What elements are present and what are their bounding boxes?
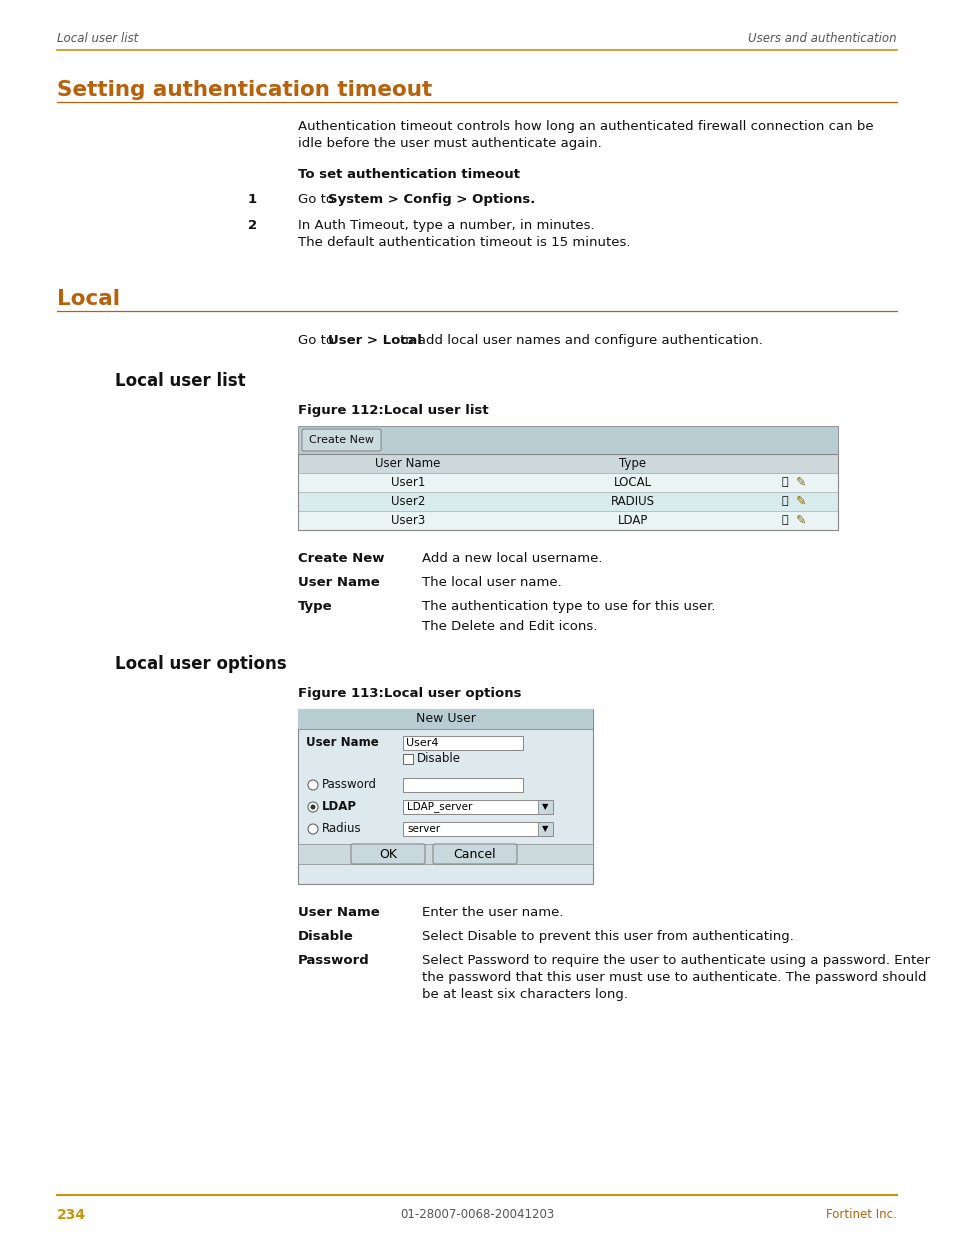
Bar [402, 823, 553, 836]
Text: 234: 234 [57, 1208, 86, 1221]
Text: LDAP_server: LDAP_server [407, 802, 472, 813]
Text: RADIUS: RADIUS [610, 495, 655, 508]
Text: ▼: ▼ [541, 825, 548, 834]
Text: Create New: Create New [297, 552, 384, 564]
Text: The default authentication timeout is 15 minutes.: The default authentication timeout is 15… [297, 236, 630, 249]
Text: User Name: User Name [297, 576, 379, 589]
Bar [297, 426, 837, 454]
Bar [537, 823, 553, 836]
Text: server: server [407, 824, 439, 834]
Bar [297, 454, 837, 473]
Text: Local: Local [57, 289, 120, 309]
Circle shape [308, 781, 317, 790]
Bar [402, 736, 522, 750]
Circle shape [308, 802, 317, 811]
Bar [297, 492, 837, 511]
Text: 🗑: 🗑 [781, 496, 787, 506]
Text: Setting authentication timeout: Setting authentication timeout [57, 80, 432, 100]
Text: User > Local: User > Local [328, 333, 421, 347]
Text: Local user list: Local user list [57, 32, 138, 44]
Text: Type: Type [297, 600, 333, 613]
Text: Select Disable to prevent this user from authenticating.: Select Disable to prevent this user from… [421, 930, 793, 944]
Bar [297, 454, 837, 530]
Text: ✎: ✎ [795, 495, 805, 508]
Text: User1: User1 [391, 475, 425, 489]
Text: idle before the user must authenticate again.: idle before the user must authenticate a… [297, 137, 601, 149]
Text: ▼: ▼ [541, 803, 548, 811]
Text: LOCAL: LOCAL [614, 475, 652, 489]
Bar [402, 755, 413, 764]
Text: Create New: Create New [309, 435, 374, 445]
Text: User Name: User Name [375, 457, 440, 471]
Bar [402, 800, 553, 814]
Text: Go to: Go to [297, 333, 338, 347]
Text: User4: User4 [406, 739, 438, 748]
Text: ✎: ✎ [795, 475, 805, 489]
Text: ✎: ✎ [795, 514, 805, 527]
Text: Select Password to require the user to authenticate using a password. Enter: Select Password to require the user to a… [421, 953, 929, 967]
Text: Go to: Go to [297, 193, 338, 206]
Text: User3: User3 [391, 514, 425, 527]
Text: 01-28007-0068-20041203: 01-28007-0068-20041203 [399, 1209, 554, 1221]
Text: 🗑: 🗑 [781, 515, 787, 526]
Text: 🗑: 🗑 [781, 478, 787, 488]
Text: Disable: Disable [416, 752, 460, 766]
Text: 1: 1 [248, 193, 257, 206]
Bar [297, 511, 837, 530]
Text: User Name: User Name [306, 736, 378, 748]
Circle shape [310, 804, 315, 809]
Text: Authentication timeout controls how long an authenticated firewall connection ca: Authentication timeout controls how long… [297, 120, 873, 133]
Bar [297, 709, 593, 884]
Text: Users and authentication: Users and authentication [747, 32, 896, 44]
Text: Local user list: Local user list [115, 372, 245, 390]
Text: to add local user names and configure authentication.: to add local user names and configure au… [395, 333, 762, 347]
Text: In Auth Timeout, type a number, in minutes.: In Auth Timeout, type a number, in minut… [297, 219, 594, 232]
Text: Password: Password [297, 953, 370, 967]
Text: the password that this user must use to authenticate. The password should: the password that this user must use to … [421, 971, 925, 984]
Text: To set authentication timeout: To set authentication timeout [297, 168, 519, 182]
Text: Add a new local username.: Add a new local username. [421, 552, 602, 564]
FancyBboxPatch shape [302, 429, 380, 451]
Bar [297, 844, 593, 864]
Text: Local user options: Local user options [115, 655, 286, 673]
Text: Type: Type [618, 457, 646, 471]
Bar [537, 800, 553, 814]
FancyBboxPatch shape [351, 844, 424, 864]
Text: OK: OK [378, 847, 396, 861]
Text: The authentication type to use for this user.: The authentication type to use for this … [421, 600, 715, 613]
Text: System > Config > Options.: System > Config > Options. [328, 193, 535, 206]
Text: The Delete and Edit icons.: The Delete and Edit icons. [421, 620, 597, 634]
Text: Figure 112:Local user list: Figure 112:Local user list [297, 404, 488, 417]
Text: Cancel: Cancel [454, 847, 496, 861]
Text: LDAP: LDAP [322, 800, 356, 814]
Text: be at least six characters long.: be at least six characters long. [421, 988, 627, 1002]
Text: Fortinet Inc.: Fortinet Inc. [825, 1209, 896, 1221]
Text: User2: User2 [391, 495, 425, 508]
Text: Disable: Disable [297, 930, 354, 944]
Text: LDAP: LDAP [618, 514, 647, 527]
Text: Enter the user name.: Enter the user name. [421, 906, 563, 919]
FancyBboxPatch shape [433, 844, 517, 864]
Bar [297, 709, 593, 729]
Text: Radius: Radius [322, 823, 361, 836]
Text: User Name: User Name [297, 906, 379, 919]
Circle shape [308, 824, 317, 834]
Bar [297, 473, 837, 492]
Text: New User: New User [416, 713, 475, 725]
Bar [402, 778, 522, 792]
Text: Figure 113:Local user options: Figure 113:Local user options [297, 687, 521, 700]
Text: Password: Password [322, 778, 376, 792]
Text: 2: 2 [248, 219, 257, 232]
Text: The local user name.: The local user name. [421, 576, 561, 589]
